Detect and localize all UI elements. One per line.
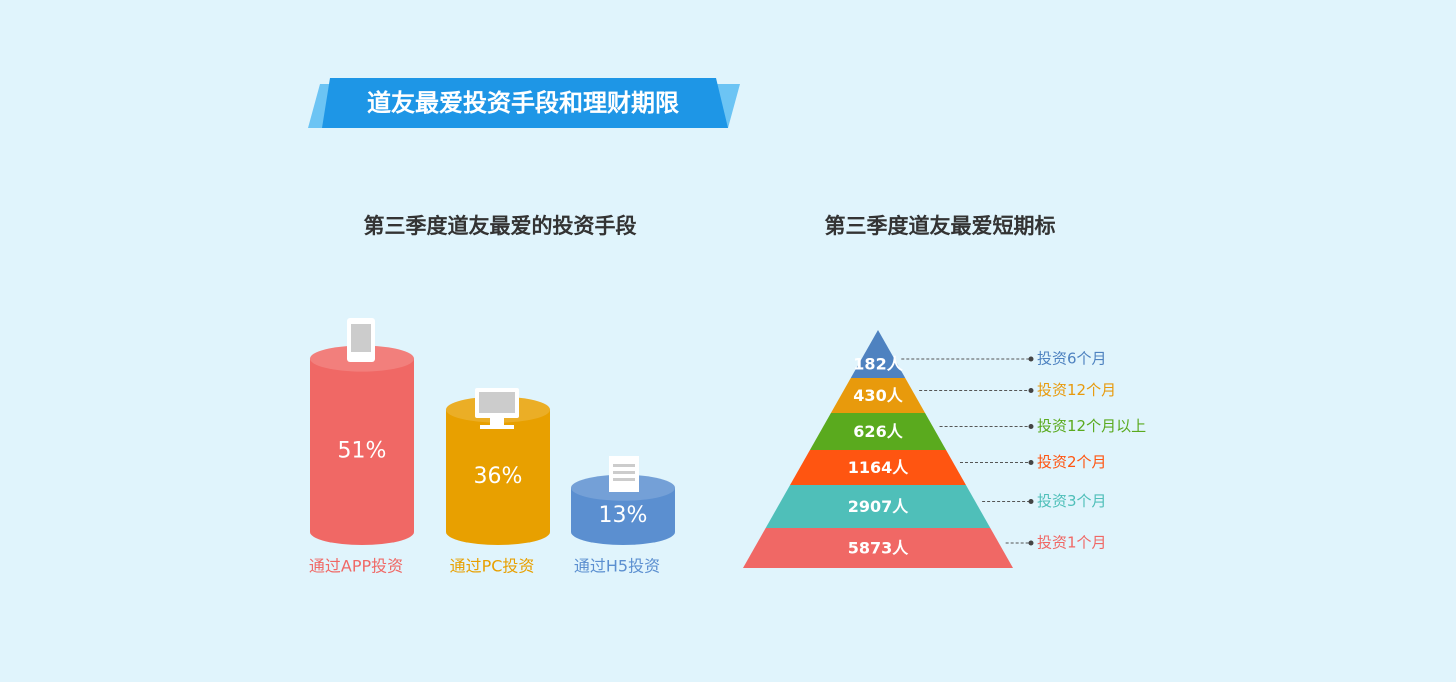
category-label: 投资6个月 xyxy=(1037,350,1107,368)
category-label: 投资3个月 xyxy=(1037,492,1107,510)
category-label: 投资12个月 xyxy=(1037,381,1116,399)
leader-dot xyxy=(1028,499,1034,504)
pc-screen xyxy=(479,392,515,413)
value-label: 2907人 xyxy=(848,497,910,516)
pyramid-layer xyxy=(850,330,906,378)
leader-dot xyxy=(1028,540,1034,546)
value-label: 1164人 xyxy=(848,458,910,477)
category-label: 投资2个月 xyxy=(1037,453,1107,471)
value-label: 430人 xyxy=(853,386,903,405)
category-label: 投资1个月 xyxy=(1037,534,1107,552)
value-label: 182人 xyxy=(853,355,903,374)
icons xyxy=(347,318,639,492)
pyramid-layer xyxy=(743,528,1013,568)
leader-dot xyxy=(1028,460,1034,465)
pc-base xyxy=(480,425,514,429)
page-line xyxy=(613,464,635,467)
page-line xyxy=(613,471,635,474)
category-label: 通过PC投资 xyxy=(450,557,535,576)
leader-dot xyxy=(1028,424,1034,429)
cylinder-body xyxy=(310,358,414,545)
phone-screen xyxy=(351,324,371,352)
leader-dot xyxy=(1028,356,1034,362)
category-label: 投资12个月以上 xyxy=(1037,417,1146,435)
value-label: 51% xyxy=(338,438,387,463)
chart-title: 第三季度道友最爱的投资手段 xyxy=(364,214,637,238)
pc-stand xyxy=(490,418,504,426)
pyramid-layer xyxy=(830,378,926,413)
value-label: 36% xyxy=(474,464,523,489)
category-label: 通过APP投资 xyxy=(309,557,403,576)
value-label: 626人 xyxy=(853,422,903,441)
cylinder-body xyxy=(571,487,675,545)
category-label: 通过H5投资 xyxy=(574,557,660,576)
banner xyxy=(322,78,728,128)
pyramid-layer xyxy=(765,485,991,528)
cylinder-body xyxy=(446,409,550,545)
chart-title: 第三季度道友最爱短期标 xyxy=(825,214,1056,238)
pyramid-layer xyxy=(809,413,947,450)
leader-dot xyxy=(1028,388,1034,393)
value-label: 13% xyxy=(599,503,648,528)
banner-title: 道友最爱投资手段和理财期限 xyxy=(367,89,679,117)
value-label: 5873人 xyxy=(848,539,910,558)
pyramid-layer xyxy=(790,450,966,485)
page-line xyxy=(613,478,635,481)
